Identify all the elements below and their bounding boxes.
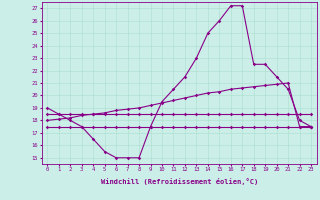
X-axis label: Windchill (Refroidissement éolien,°C): Windchill (Refroidissement éolien,°C) [100, 178, 258, 185]
